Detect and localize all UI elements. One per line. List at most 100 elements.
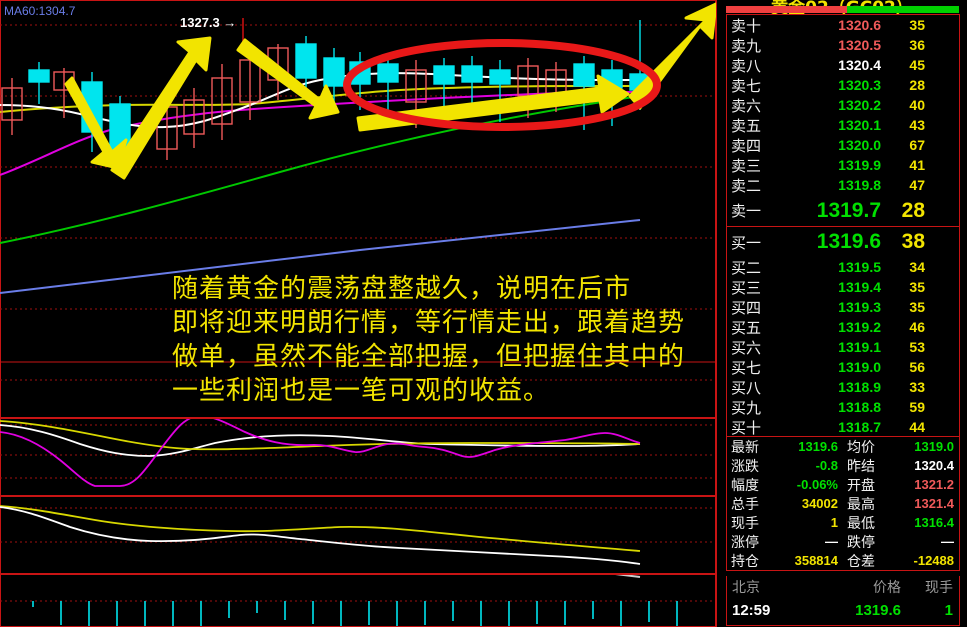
order-book-volume: 34 <box>909 259 925 275</box>
order-book-level-label: 卖五 <box>731 116 762 135</box>
stats-value: — <box>941 534 954 549</box>
order-book-volume: 46 <box>909 319 925 335</box>
order-book-level-label: 买二 <box>731 258 762 277</box>
order-book-row-bid-10[interactable]: 买十 1318.7 44 <box>727 417 959 437</box>
order-book-level-label: 卖七 <box>731 76 762 95</box>
markup-arrows <box>64 2 718 180</box>
stats-row: 幅度 -0.06% 开盘 1321.2 <box>727 475 959 494</box>
order-book-row-ask-7[interactable]: 卖四 1320.0 67 <box>727 135 959 155</box>
chart-pane[interactable]: MA60:1304.7 1327.3 → 随着黄金的震荡盘整越久，说明在后市 即… <box>0 0 718 627</box>
stats-key: 幅度 <box>731 477 759 494</box>
stats-value: -0.8 <box>815 458 838 473</box>
order-book-level-label: 卖十 <box>731 16 762 35</box>
order-book-volume: 40 <box>909 97 925 113</box>
order-book-row-bid-3[interactable]: 买三 1319.4 35 <box>727 277 959 297</box>
order-book-row-ask-9[interactable]: 卖二 1319.8 47 <box>727 175 959 195</box>
tick-header-time: 北京 <box>732 580 760 596</box>
order-book-price: 1320.0 <box>838 137 881 153</box>
order-book-price: 1319.7 <box>816 198 881 222</box>
order-book-row-bid-6[interactable]: 买六 1319.1 53 <box>727 337 959 357</box>
order-book-volume: 53 <box>909 339 925 355</box>
order-book-price: 1319.5 <box>838 259 881 275</box>
order-book-price: 1319.8 <box>838 177 881 193</box>
tick-time: 12:59 <box>732 601 771 619</box>
order-book-price: 1319.3 <box>838 299 881 315</box>
order-book-level-label: 卖二 <box>731 176 762 195</box>
order-book[interactable]: 卖十 1320.6 35 卖九 1320.5 36 卖八 1320.4 45 卖七 1320.3 28… <box>726 14 960 437</box>
price-panel-frame <box>0 0 716 418</box>
stats-value: 358814 <box>794 553 838 568</box>
stats-key: 总手 <box>731 496 759 513</box>
stats-value: — <box>825 534 838 549</box>
order-book-price: 1319.9 <box>838 157 881 173</box>
tick-header-vol: 现手 <box>925 580 953 596</box>
tick-header-price: 价格 <box>873 580 901 596</box>
stats-cell-6-0: 持仓 358814 <box>727 551 843 571</box>
order-book-row-ask-8[interactable]: 卖三 1319.9 41 <box>727 155 959 175</box>
order-book-level-label: 卖四 <box>731 136 762 155</box>
order-book-volume: 56 <box>909 359 925 375</box>
stats-cell-2-0: 幅度 -0.06% <box>727 475 843 495</box>
stats-key: 均价 <box>847 439 875 456</box>
stats-key: 现手 <box>731 515 759 532</box>
order-book-row-ask-2[interactable]: 卖九 1320.5 36 <box>727 35 959 55</box>
order-book-volume: 35 <box>909 279 925 295</box>
order-book-row-bid-9[interactable]: 买九 1318.8 59 <box>727 397 959 417</box>
stats-cell-2-1: 开盘 1321.2 <box>843 475 959 495</box>
stats-key: 仓差 <box>847 553 875 570</box>
order-book-level-label: 买七 <box>731 358 762 377</box>
order-book-price: 1319.6 <box>816 230 881 253</box>
stats-value: 1 <box>830 515 838 530</box>
ma-label: MA60:1304.7 <box>4 4 76 18</box>
order-book-row-bid-7[interactable]: 买七 1319.0 56 <box>727 357 959 377</box>
order-book-row-bid-8[interactable]: 买八 1318.9 33 <box>727 377 959 397</box>
order-book-volume: 38 <box>901 230 925 253</box>
chart-graphics <box>0 2 718 626</box>
stats-cell-5-0: 涨停 — <box>727 532 843 552</box>
order-book-volume: 41 <box>909 157 925 173</box>
order-book-row-ask-4[interactable]: 卖七 1320.3 28 <box>727 75 959 95</box>
tick-row[interactable]: 12:59 1319.6 1 <box>727 598 959 622</box>
stats-cell-1-1: 昨结 1320.4 <box>843 456 959 476</box>
stats-value: 1321.2 <box>914 477 954 492</box>
stats-cell-1-0: 涨跌 -0.8 <box>727 456 843 476</box>
order-book-level-label: 买一 <box>731 233 762 252</box>
tick-volume: 1 <box>944 601 953 619</box>
stats-key: 跌停 <box>847 534 875 551</box>
stats-key: 持仓 <box>731 553 759 570</box>
order-book-level-label: 买五 <box>731 318 762 337</box>
order-book-volume: 67 <box>909 137 925 153</box>
markup-ellipse <box>343 39 661 131</box>
bid-rows: 买一 1319.6 38 买二 1319.5 34 买三 1319.4 35 买四 1319.3 35… <box>727 226 959 437</box>
order-book-row-ask-3[interactable]: 卖八 1320.4 45 <box>727 55 959 75</box>
order-book-row-ask-5[interactable]: 卖六 1320.2 40 <box>727 95 959 115</box>
order-book-level-label: 卖九 <box>731 36 762 55</box>
chart-annotation-text: 随着黄金的震荡盘整越久，说明在后市 即将迎来明朗行情，等行情走出，跟着趋势 做单… <box>172 274 686 406</box>
order-book-price: 1319.4 <box>838 279 881 295</box>
order-book-price: 1320.6 <box>838 17 881 33</box>
stats-value: 34002 <box>801 496 838 511</box>
order-book-row-ask-6[interactable]: 卖五 1320.1 43 <box>727 115 959 135</box>
order-book-volume: 47 <box>909 177 925 193</box>
order-book-volume: 43 <box>909 117 925 133</box>
order-book-row-bid-5[interactable]: 买五 1319.2 46 <box>727 317 959 337</box>
order-book-row-bid-4[interactable]: 买四 1319.3 35 <box>727 297 959 317</box>
stats-key: 开盘 <box>847 477 875 494</box>
order-book-volume: 28 <box>909 77 925 93</box>
order-book-volume: 28 <box>901 198 925 222</box>
stats-row: 总手 34002 最高 1321.4 <box>727 494 959 513</box>
order-book-row-ask-1[interactable]: 卖十 1320.6 35 <box>727 15 959 35</box>
order-book-volume: 45 <box>909 57 925 73</box>
tick-header: 北京 价格 现手 <box>727 576 959 598</box>
stats-value: 1319.6 <box>798 439 838 454</box>
order-book-row-ask-10[interactable]: 卖一 1319.7 28 <box>727 195 959 226</box>
stats-row: 涨停 — 跌停 — <box>727 532 959 551</box>
order-book-level-label: 买六 <box>731 338 762 357</box>
order-book-row-bid-2[interactable]: 买二 1319.5 34 <box>727 257 959 277</box>
tick-table[interactable]: 北京 价格 现手 12:59 1319.6 1 <box>726 576 960 626</box>
stats-cell-3-0: 总手 34002 <box>727 494 843 514</box>
order-book-row-bid-1[interactable]: 买一 1319.6 38 <box>727 226 959 257</box>
stats-value: 1319.0 <box>914 439 954 454</box>
ask-rows: 卖十 1320.6 35 卖九 1320.5 36 卖八 1320.4 45 卖七 1320.3 28… <box>727 15 959 226</box>
